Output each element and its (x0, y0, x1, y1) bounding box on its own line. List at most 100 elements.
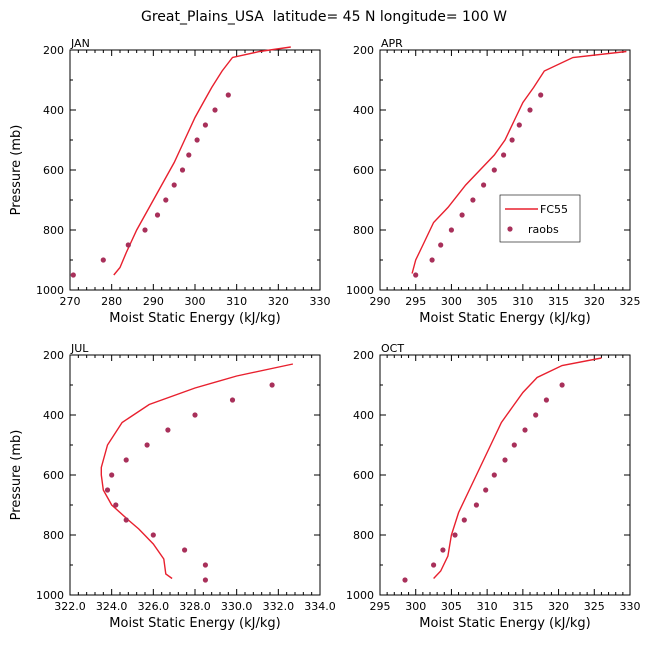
data-point-raobs (473, 502, 479, 508)
panel-title: OCT (381, 342, 404, 355)
data-point-raobs (163, 197, 169, 203)
x-tick-label: 295 (370, 600, 391, 613)
data-point-raobs (527, 107, 533, 113)
x-tick-label: 280 (101, 295, 122, 308)
x-tick-label: 332.0 (263, 600, 295, 613)
y-axis-label: Pressure (mb) (9, 430, 24, 521)
data-point-raobs (431, 562, 437, 568)
series-line-fc55 (113, 46, 291, 276)
x-tick-label: 320 (268, 295, 289, 308)
y-tick-label: 400 (43, 104, 64, 117)
y-tick-label: 600 (353, 164, 374, 177)
data-point-raobs (413, 272, 419, 278)
y-tick-label: 600 (43, 469, 64, 482)
x-axis-label: Moist Static Energy (kJ/kg) (109, 311, 280, 326)
plot-frame (379, 354, 631, 596)
data-point-raobs (202, 122, 208, 128)
x-axis-label: Moist Static Energy (kJ/kg) (109, 616, 280, 631)
x-tick-label: 300 (405, 600, 426, 613)
y-tick-label: 800 (353, 529, 374, 542)
data-point-raobs (123, 517, 129, 523)
x-tick-label: 305 (477, 295, 498, 308)
y-tick-label: 400 (353, 409, 374, 422)
data-point-raobs (154, 212, 161, 218)
data-point-raobs (109, 472, 115, 478)
series-line-fc55 (433, 357, 602, 579)
data-point-raobs (142, 227, 148, 233)
figure-title: Great_Plains_USA latitude= 45 N longitud… (141, 9, 507, 25)
y-axis-label: Pressure (mb) (9, 125, 24, 216)
panel-title: JUL (70, 342, 89, 355)
data-point-raobs (543, 397, 550, 403)
data-point-raobs (511, 442, 517, 448)
y-tick-label: 200 (353, 44, 374, 57)
data-point-raobs (438, 242, 444, 248)
panel-jul: JUL 322.0 324.0 326.0 328.0 330.0 332.0 334.0 20… (9, 342, 336, 631)
y-tick-label: 800 (43, 529, 64, 542)
x-tick-label: 290 (370, 295, 391, 308)
data-point-raobs (104, 487, 111, 493)
plot-frame (379, 49, 631, 291)
x-tick-label: 328.0 (179, 600, 211, 613)
plot-frame (69, 354, 321, 596)
data-point-raobs (182, 547, 188, 553)
data-point-raobs (125, 242, 131, 248)
panel-title: APR (381, 37, 403, 50)
y-tick-label: 400 (353, 104, 374, 117)
x-tick-label: 322.0 (54, 600, 86, 613)
data-point-raobs (501, 152, 507, 158)
data-point-raobs (429, 257, 435, 263)
x-tick-label: 326.0 (138, 600, 170, 613)
panel-jan: JAN 270 280 290 300 310 320 330 200 400 600 800 1000… (9, 37, 331, 326)
x-tick-label: 300 (185, 295, 206, 308)
x-tick-label: 295 (405, 295, 426, 308)
data-point-raobs (171, 182, 177, 188)
data-point-raobs (452, 532, 458, 538)
data-point-raobs (269, 382, 275, 388)
data-point-raobs (165, 427, 171, 433)
y-tick-label: 1000 (346, 589, 374, 602)
data-point-raobs (123, 457, 129, 463)
y-tick-label: 200 (43, 44, 64, 57)
series-line-fc55 (100, 363, 294, 580)
data-point-raobs (461, 517, 467, 523)
data-point-raobs (70, 272, 76, 278)
data-point-raobs (150, 532, 156, 538)
x-tick-label: 325 (620, 295, 641, 308)
x-axis-label: Moist Static Energy (kJ/kg) (419, 311, 590, 326)
panel-apr: APR 290 295 300 305 310 315 320 325 200 400 600 800 1… (346, 37, 641, 326)
x-tick-label: 315 (548, 295, 569, 308)
data-point-raobs (491, 472, 497, 478)
data-point-raobs (225, 92, 231, 98)
data-point-raobs (538, 92, 544, 98)
legend: FC55 raobs (499, 194, 581, 243)
y-tick-label: 600 (353, 469, 374, 482)
x-tick-label: 325 (584, 600, 605, 613)
data-point-raobs (459, 212, 465, 218)
data-point-raobs (502, 457, 508, 463)
data-point-raobs (533, 412, 539, 418)
data-point-raobs (229, 397, 236, 403)
data-point-raobs (470, 197, 476, 203)
data-point-raobs (113, 502, 119, 508)
y-tick-label: 800 (353, 224, 374, 237)
y-tick-label: 400 (43, 409, 64, 422)
x-tick-label: 324.0 (96, 600, 128, 613)
x-tick-label: 330.0 (221, 600, 253, 613)
data-point-raobs (202, 562, 208, 568)
data-point-raobs (440, 547, 446, 553)
x-tick-label: 320 (584, 295, 605, 308)
legend-label-line: FC55 (540, 203, 568, 216)
panel-title: JAN (70, 37, 90, 50)
data-point-raobs (491, 167, 497, 173)
data-point-raobs (202, 577, 208, 583)
legend-label-points: raobs (528, 223, 559, 236)
x-tick-label: 305 (441, 600, 462, 613)
plot-frame (69, 49, 321, 291)
x-tick-label: 270 (60, 295, 81, 308)
x-tick-label: 320 (548, 600, 569, 613)
y-tick-label: 600 (43, 164, 64, 177)
panel-oct: OCT 295 300 305 310 315 320 325 330 200 400 600 800 1… (346, 342, 641, 631)
x-tick-label: 290 (143, 295, 164, 308)
